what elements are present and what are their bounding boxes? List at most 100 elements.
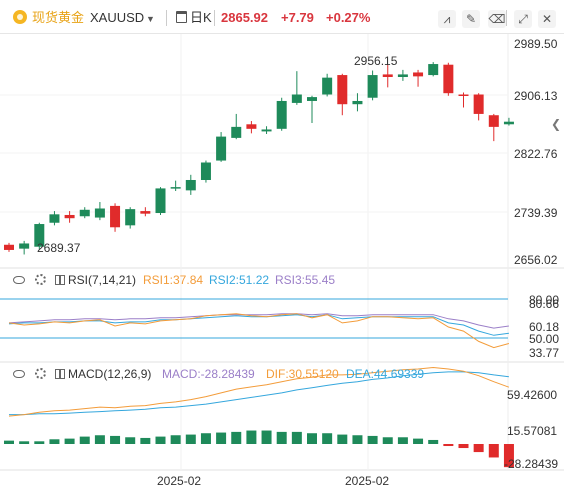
candle-body xyxy=(231,126,242,138)
macd-histogram-bar xyxy=(155,436,166,444)
macd-panel-icon[interactable] xyxy=(55,369,65,379)
macd-histogram-bar xyxy=(79,436,90,444)
rsi-axis-tick: 80.66 xyxy=(529,297,560,311)
macd-histogram-bar xyxy=(200,433,211,444)
macd-axis-tick: 15.57081 xyxy=(507,424,558,438)
macd-histogram-bar xyxy=(49,439,60,444)
dea-series-line xyxy=(9,371,509,416)
x-axis-date-label: 2025-02 xyxy=(157,474,202,488)
candle-body xyxy=(185,179,196,191)
macd-histogram-bar xyxy=(64,438,75,444)
dea-value: DEA:44.69339 xyxy=(346,367,425,381)
symbol-dropdown-chevron-icon[interactable]: ▼ xyxy=(146,14,155,24)
rsi-panel-icon[interactable] xyxy=(55,275,65,285)
macd-histogram-bar xyxy=(94,435,105,444)
gold-coin-icon xyxy=(13,10,27,24)
trend-line-icon[interactable]: ⩘ xyxy=(438,10,456,28)
rsi-axis-tick: 80.00 xyxy=(529,293,560,307)
macd-axis-tick: 59.42600 xyxy=(507,388,558,402)
macd-histogram-bar xyxy=(352,435,363,444)
candle-body xyxy=(4,244,14,250)
macd-value: MACD:-28.28439 xyxy=(162,367,255,381)
candle-body xyxy=(382,74,393,78)
candle-body xyxy=(307,97,317,101)
high-price-annotation: 2956.15 xyxy=(354,54,398,68)
macd-histogram-bar xyxy=(337,434,348,444)
macd-histogram-bar xyxy=(140,437,151,444)
rsi-axis-tick: 50.00 xyxy=(529,332,560,346)
draw-pen-icon[interactable]: ✎ xyxy=(462,10,480,28)
candle-body xyxy=(49,214,60,223)
period-selector[interactable]: 日K xyxy=(190,10,212,25)
macd-histogram-bar xyxy=(458,444,469,449)
macd-histogram-bar xyxy=(170,435,181,444)
macd-histogram-bar xyxy=(488,444,499,458)
instrument-symbol[interactable]: XAUUSD xyxy=(90,10,145,25)
price-axis-tick: 2656.02 xyxy=(514,253,558,267)
candle-body xyxy=(216,136,227,161)
rsi2-value: RSI2:51.22 xyxy=(209,273,270,287)
rsi-gear-icon[interactable] xyxy=(35,274,46,285)
candle-body xyxy=(322,77,333,95)
collapse-panel-chevron-icon[interactable]: ❮ xyxy=(550,117,562,131)
candle-body xyxy=(246,124,257,129)
macd-histogram-bar xyxy=(110,435,121,444)
macd-histogram-bar xyxy=(397,437,408,444)
candle-body xyxy=(34,224,45,247)
instrument-name[interactable]: 现货黄金 xyxy=(32,10,85,25)
macd-histogram-bar xyxy=(231,431,242,444)
candle-body xyxy=(170,187,181,189)
candle-body xyxy=(276,100,287,129)
dif-value: DIF:30.55120 xyxy=(266,367,339,381)
macd-histogram-bar xyxy=(443,444,454,447)
candle-body xyxy=(367,75,378,98)
candle-body xyxy=(64,214,75,219)
candle-body xyxy=(352,100,363,105)
candle-body xyxy=(79,209,90,217)
rsi3-value: RSI3:55.45 xyxy=(275,273,336,287)
close-icon[interactable]: ✕ xyxy=(538,10,556,28)
candle-body xyxy=(110,205,121,228)
macd-histogram-bar xyxy=(125,437,136,444)
price-axis-tick: 2739.39 xyxy=(514,206,558,220)
low-price-annotation: 2689.37 xyxy=(37,241,81,255)
toolbar-divider xyxy=(506,10,507,26)
macd-histogram-bar xyxy=(291,431,302,444)
price-change-percent: +0.27% xyxy=(326,10,371,25)
candle-body xyxy=(488,115,499,127)
rsi3-series-line xyxy=(8,313,509,329)
rsi1-value: RSI1:37.84 xyxy=(143,273,204,287)
candle-body xyxy=(397,74,408,78)
macd-histogram-bar xyxy=(261,430,272,444)
chart-toolbar: 现货黄金 XAUUSD ▼ 日K 2865.92 +7.79 +0.27% ⩘ … xyxy=(0,0,564,34)
macd-histogram-bar xyxy=(322,433,333,444)
candle-body xyxy=(261,129,272,132)
calendar-icon[interactable] xyxy=(176,11,187,23)
dif-series-line xyxy=(8,366,510,417)
candle-body xyxy=(443,64,454,94)
fullscreen-icon[interactable]: ⤢ xyxy=(514,10,532,28)
macd-histogram-bar xyxy=(276,431,287,444)
macd-eye-icon[interactable] xyxy=(13,370,25,378)
candle-body xyxy=(473,94,484,114)
macd-histogram-bar xyxy=(428,439,439,444)
macd-histogram-bar xyxy=(19,441,30,444)
macd-histogram-bar xyxy=(4,440,14,444)
rsi-eye-icon[interactable] xyxy=(13,276,25,284)
candle-body xyxy=(140,211,151,214)
rsi-axis-tick: 60.18 xyxy=(529,320,560,334)
candle-body xyxy=(155,188,166,214)
macd-histogram-bar xyxy=(382,437,393,444)
price-change: +7.79 xyxy=(281,10,314,25)
rsi1-series-line xyxy=(8,313,510,349)
eraser-icon[interactable]: ⌫ xyxy=(488,10,506,28)
candle-body xyxy=(428,64,439,76)
macd-histogram-bar xyxy=(503,444,514,468)
macd-axis-tick: -28.28439 xyxy=(504,457,559,471)
macd-histogram-bar xyxy=(367,435,378,444)
macd-gear-icon[interactable] xyxy=(35,368,46,379)
candle-body xyxy=(19,243,30,249)
rsi-title: RSI(7,14,21) xyxy=(68,273,137,287)
candle-body xyxy=(94,208,105,218)
